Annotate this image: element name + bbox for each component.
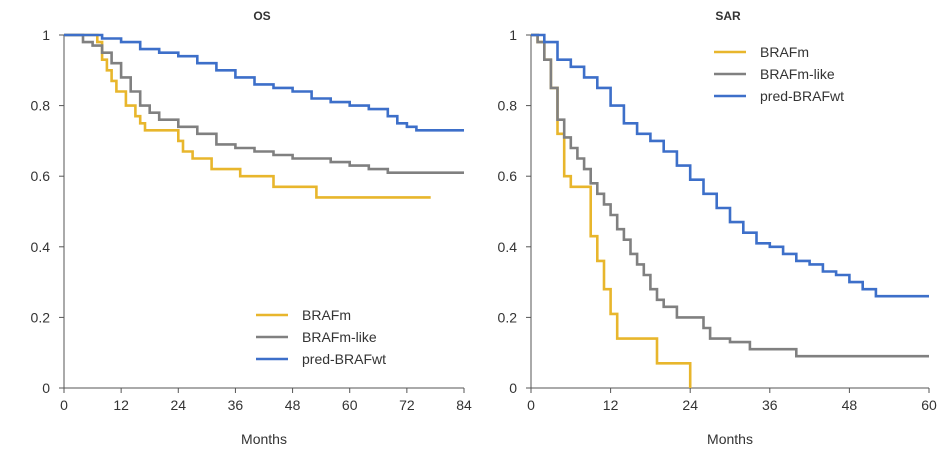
x-tick-label: 24 <box>170 397 186 413</box>
y-tick-label: 0.8 <box>31 98 51 114</box>
legend: BRAFm BRAFm-like pred-BRAFwt <box>714 44 844 104</box>
legend-label: pred-BRAFwt <box>760 88 844 104</box>
x-tick-label: 60 <box>921 397 937 413</box>
x-tick-label: 0 <box>527 397 535 413</box>
legend-label: BRAFm <box>760 44 809 60</box>
x-tick-label: 48 <box>842 397 858 413</box>
legend-label: pred-BRAFwt <box>302 351 386 367</box>
series-line-pred-brafwt <box>64 33 464 132</box>
x-tick-label: 36 <box>762 397 778 413</box>
series-line-brafm-like <box>531 33 929 358</box>
x-tick-label: 12 <box>113 397 129 413</box>
chart-panel-os: OS 0 12 24 36 48 60 72 84 0 0.2 0.4 0.6 0.8 1 Months BRA… <box>31 9 472 447</box>
x-tick-label: 24 <box>682 397 698 413</box>
y-tick-label: 1 <box>509 27 517 43</box>
x-tick-label: 72 <box>399 397 415 413</box>
y-tick-label: 0.4 <box>31 239 51 255</box>
y-tick-label: 0.4 <box>498 239 518 255</box>
x-tick-label: 36 <box>228 397 244 413</box>
y-tick-label: 0.2 <box>31 309 51 325</box>
x-tick-label: 60 <box>342 397 358 413</box>
x-tick-label: 0 <box>60 397 68 413</box>
y-tick-label: 0.2 <box>498 309 518 325</box>
x-axis-label: Months <box>241 431 287 447</box>
x-axis-label: Months <box>707 431 753 447</box>
chart-title: SAR <box>715 9 741 23</box>
y-tick-label: 0.8 <box>498 98 518 114</box>
series-line-brafm <box>64 33 431 199</box>
y-tick-label: 0.6 <box>498 168 518 184</box>
x-tick-label: 84 <box>456 397 472 413</box>
x-tick-label: 48 <box>285 397 301 413</box>
legend-label: BRAFm <box>302 307 351 323</box>
y-tick-label: 1 <box>42 27 50 43</box>
legend-label: BRAFm-like <box>760 66 835 82</box>
series-line-brafm-like <box>64 33 464 174</box>
chart-title: OS <box>253 9 270 23</box>
y-tick-label: 0 <box>509 380 517 396</box>
legend-label: BRAFm-like <box>302 329 377 345</box>
legend: BRAFm BRAFm-like pred-BRAFwt <box>256 307 386 367</box>
x-tick-label: 12 <box>603 397 619 413</box>
y-tick-label: 0.6 <box>31 168 51 184</box>
y-tick-label: 0 <box>42 380 50 396</box>
series-line-pred-brafwt <box>531 33 929 298</box>
